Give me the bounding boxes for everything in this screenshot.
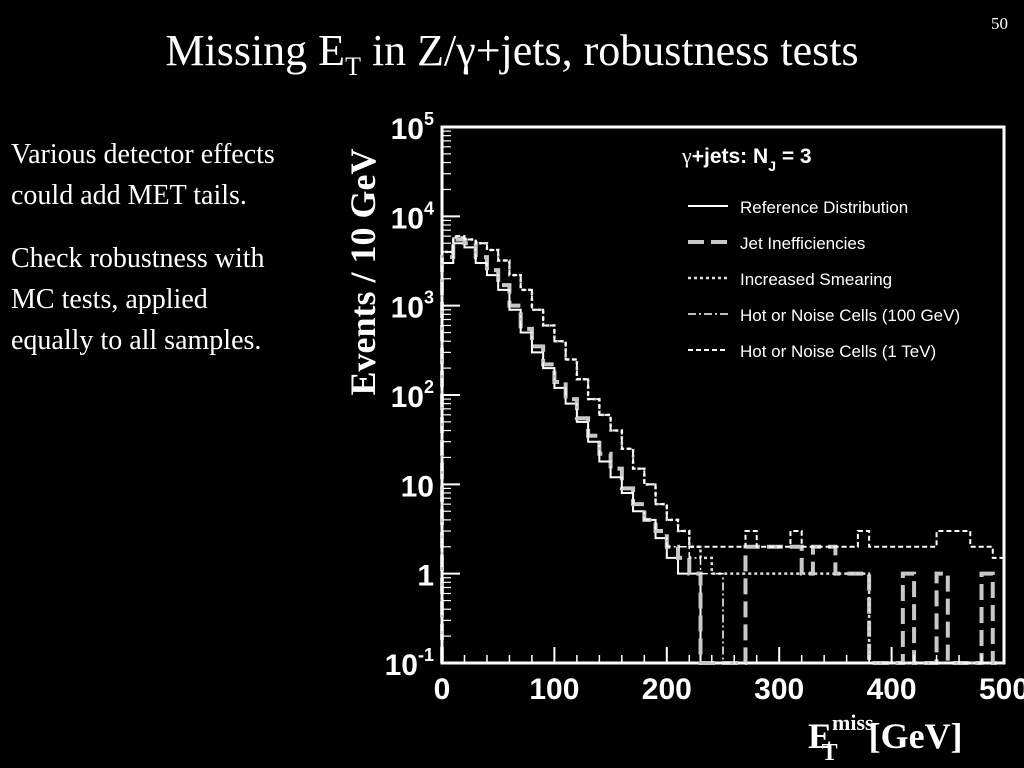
y-tick-base: 10 [391, 113, 424, 146]
legend-label-5: Hot or Noise Cells (1 TeV) [740, 342, 936, 361]
y-tick-label: 103 [391, 288, 434, 325]
y-tick-exp: 4 [424, 198, 434, 218]
x-tick-label: 500 [979, 673, 1024, 706]
y-tick-base: 10 [391, 202, 424, 235]
x-tick-label: 300 [754, 673, 804, 706]
title-sub: T [345, 52, 361, 81]
header-main: +jets: N [692, 145, 768, 168]
x-tick-label: 100 [529, 673, 579, 706]
y-tick-label: 1 [417, 560, 434, 593]
y-tick-label: 10-1 [385, 645, 434, 682]
title-pre: Missing E [165, 26, 346, 75]
legend-label-3: Increased Smearing [740, 270, 892, 289]
series-line-3 [440, 236, 1004, 665]
y-tick-exp: 5 [424, 109, 434, 129]
paragraph-1: Various detector effects could add MET t… [11, 139, 275, 211]
chart-header: γ+jets: NJ = 3 [681, 143, 812, 174]
y-tick-label: 10 [401, 470, 434, 503]
legend-label-2: Jet Inefficiencies [740, 234, 865, 253]
xlabel-unit: [GeV] [860, 716, 963, 756]
legend-label-4: Hot or Noise Cells (100 GeV) [740, 306, 960, 325]
y-tick-label: 102 [391, 377, 434, 414]
y-tick-base: 1 [417, 560, 434, 593]
y-tick-base: 10 [391, 292, 424, 325]
xlabel-sub: T [822, 740, 838, 766]
x-tick-label: 400 [867, 673, 917, 706]
x-axis-label: Emiss T [GeV] [808, 710, 963, 766]
y-tick-base: 10 [401, 470, 434, 503]
header-tail: = 3 [776, 145, 812, 168]
legend-label-1: Reference Distribution [740, 198, 908, 217]
series-line-4 [441, 242, 1004, 664]
xlabel-sup: miss [832, 710, 874, 735]
y-tick-base: 10 [391, 381, 424, 414]
y-tick-label: 105 [391, 109, 434, 146]
legend: Reference Distribution Jet Inefficiencies… [688, 198, 960, 361]
body-text: Various detector effects could add MET t… [11, 134, 281, 383]
title-post: in Z/γ+jets, robustness tests [360, 26, 859, 75]
series-line-2 [440, 237, 1004, 665]
header-sub: J [768, 158, 776, 174]
x-tick-label: 200 [642, 673, 692, 706]
slide-number: 50 [991, 14, 1008, 33]
series-line-5 [441, 235, 1004, 663]
header-gamma: γ [681, 143, 692, 168]
xlabel-main: E [808, 716, 832, 756]
y-axis-label: Events / 10 GeV [343, 149, 383, 396]
series-layer [440, 235, 1004, 665]
page-title: Missing ET in Z/γ+jets, robustness tests [0, 26, 1024, 80]
x-tick-label: 0 [434, 673, 451, 706]
y-tick-label: 104 [391, 198, 434, 235]
paragraph-2: Check robustness with MC tests, applied … [11, 243, 265, 356]
y-tick-exp: -1 [418, 645, 434, 665]
y-tick-exp: 2 [424, 377, 434, 397]
y-tick-exp: 3 [424, 288, 434, 308]
y-tick-base: 10 [385, 649, 418, 682]
